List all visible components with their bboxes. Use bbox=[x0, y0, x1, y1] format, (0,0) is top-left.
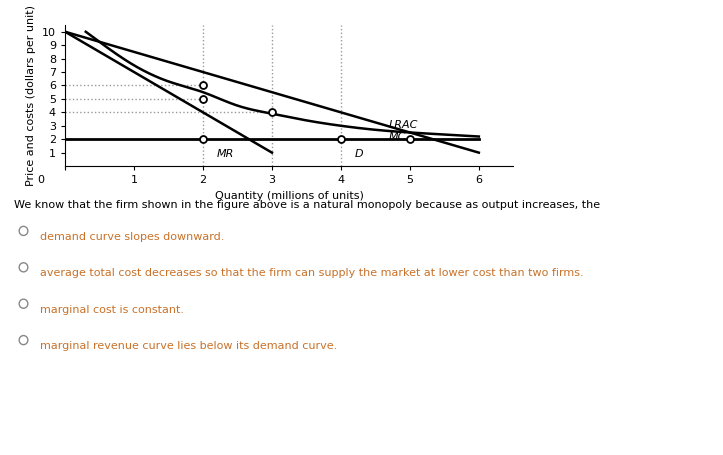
Text: average total cost decreases so that the firm can supply the market at lower cos: average total cost decreases so that the… bbox=[40, 268, 583, 278]
X-axis label: Quantity (millions of units): Quantity (millions of units) bbox=[215, 191, 364, 201]
Text: 0: 0 bbox=[38, 176, 44, 186]
Text: LRAC: LRAC bbox=[389, 120, 419, 130]
Text: We know that the firm shown in the figure above is a natural monopoly because as: We know that the firm shown in the figur… bbox=[14, 200, 601, 210]
Text: D: D bbox=[355, 149, 364, 159]
Text: demand curve slopes downward.: demand curve slopes downward. bbox=[40, 232, 224, 242]
Text: MR: MR bbox=[217, 149, 234, 159]
Y-axis label: Price and costs (dollars per unit): Price and costs (dollars per unit) bbox=[27, 5, 36, 186]
Text: marginal revenue curve lies below its demand curve.: marginal revenue curve lies below its de… bbox=[40, 341, 337, 351]
Text: MC: MC bbox=[389, 132, 406, 142]
Text: marginal cost is constant.: marginal cost is constant. bbox=[40, 305, 184, 315]
